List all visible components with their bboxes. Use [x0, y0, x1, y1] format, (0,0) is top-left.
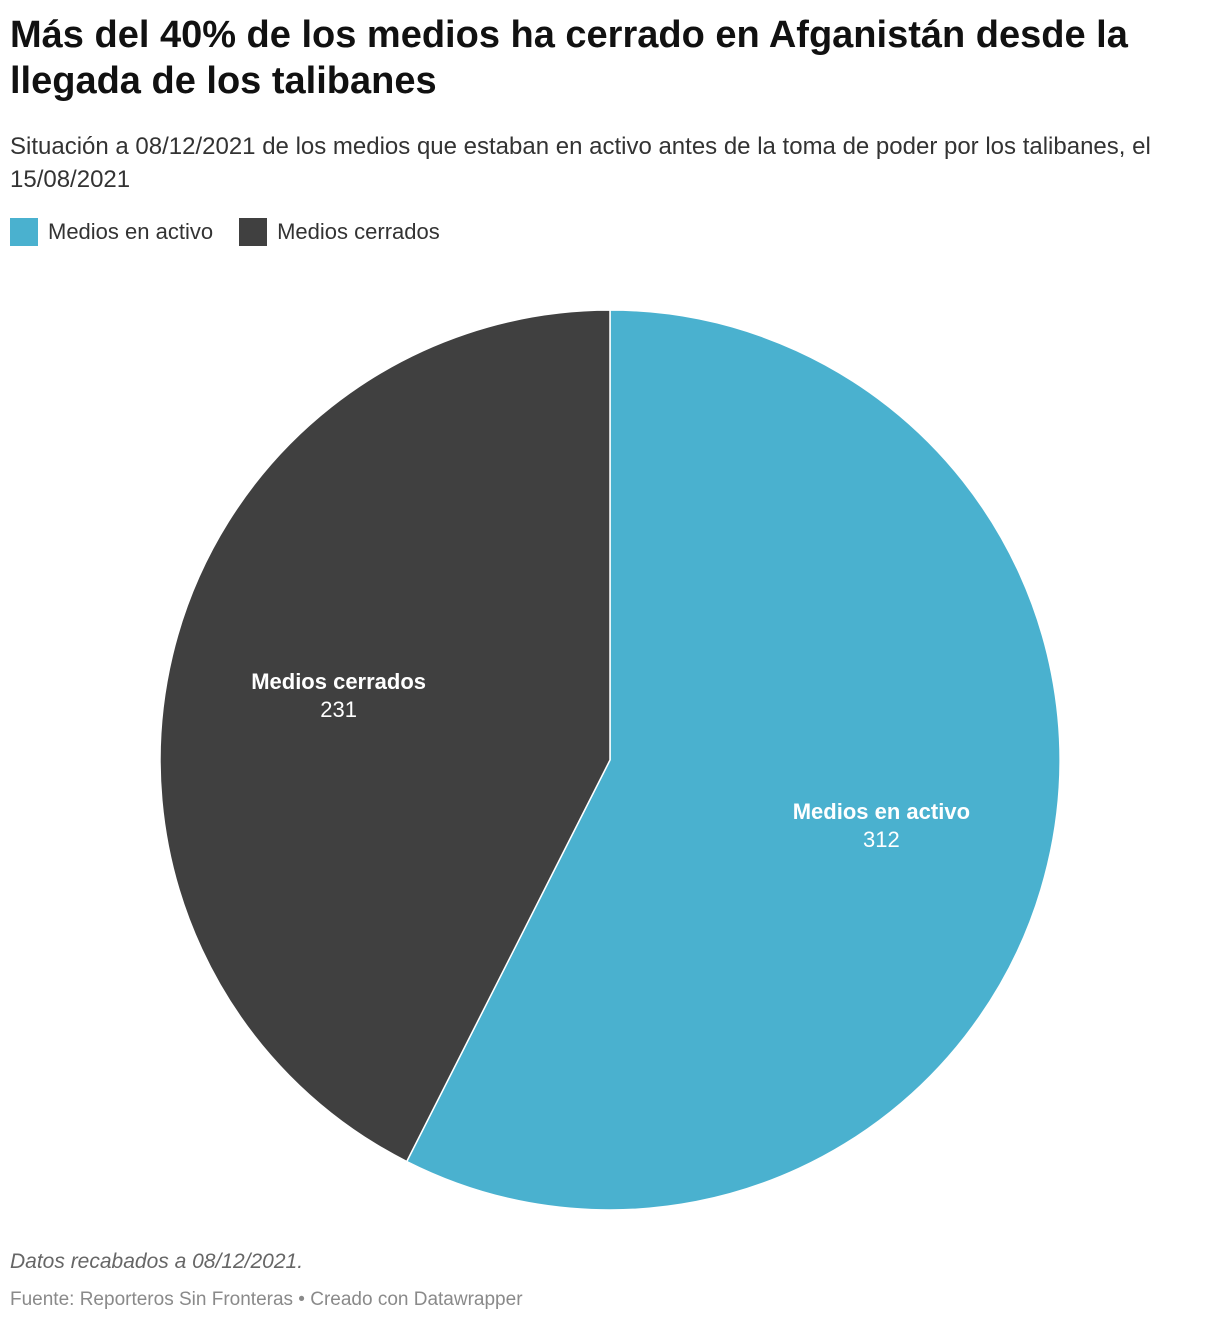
legend-label-closed: Medios cerrados [277, 219, 440, 244]
slice-label-medios-en-activo: Medios en activo [793, 799, 970, 824]
pie-slice-medios-cerrados [159, 309, 611, 1163]
legend-label-active: Medios en activo [48, 219, 214, 244]
legend-swatch-closed [239, 218, 268, 246]
chart-notes: Datos recabados a 08/12/2021. [10, 1250, 304, 1273]
pie-slices [159, 309, 1061, 1211]
slice-value-medios-en-activo: 312 [863, 827, 900, 852]
legend-item-closed: Medios cerrados [239, 218, 440, 246]
pie-slice-medios-en-activo [405, 309, 1061, 1211]
chart-subtitle: Situación a 08/12/2021 de los medios que… [10, 133, 1151, 193]
legend-swatch-active [10, 218, 38, 246]
chart-title: Más del 40% de los medios ha cerrado en … [10, 14, 1128, 102]
legend-item-active: Medios en activo [10, 218, 213, 246]
pie-chart: Medios en activo 312 Medios cerrados 231 [159, 309, 1061, 1211]
legend: Medios en activo Medios cerrados [10, 218, 466, 246]
slice-label-medios-cerrados: Medios cerrados [251, 669, 426, 694]
chart-footer: Fuente: Reporteros Sin Fronteras • Cread… [10, 1289, 523, 1310]
pie-labels: Medios en activo 312 Medios cerrados 231 [251, 669, 970, 852]
slice-value-medios-cerrados: 231 [320, 697, 357, 722]
